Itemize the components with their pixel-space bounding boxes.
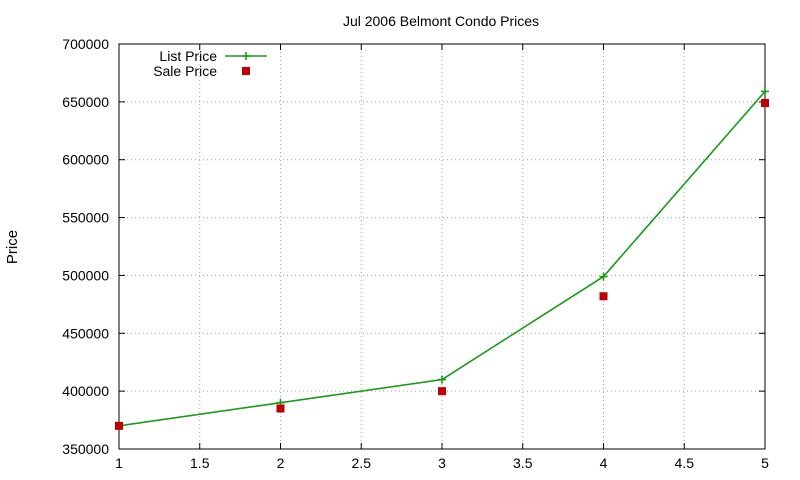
y-tick-label: 700000 <box>62 36 109 52</box>
y-tick-label: 550000 <box>62 210 109 226</box>
y-tick-label: 650000 <box>62 94 109 110</box>
legend-label: List Price <box>159 48 217 64</box>
chart-title: Jul 2006 Belmont Condo Prices <box>343 13 539 29</box>
x-tick-label: 4 <box>600 455 608 471</box>
y-tick-label: 500000 <box>62 267 109 283</box>
data-point <box>761 87 769 96</box>
x-tick-label: 1.5 <box>190 455 210 471</box>
x-tick-label: 5 <box>761 455 769 471</box>
x-tick-label: 2.5 <box>352 455 372 471</box>
series <box>115 87 769 430</box>
data-point <box>599 272 608 281</box>
y-tick-label: 350000 <box>62 441 109 457</box>
series-0 <box>115 87 769 430</box>
y-axis-label: Price <box>4 230 21 264</box>
data-point <box>761 99 769 108</box>
series-1 <box>115 99 769 430</box>
x-tick-label: 3 <box>438 455 446 471</box>
y-tick-label: 600000 <box>62 152 109 168</box>
data-point <box>599 292 608 301</box>
y-tick-label: 450000 <box>62 325 109 341</box>
x-tick-label: 3.5 <box>513 455 533 471</box>
axis-ticks: 1 1.5 2 2.5 3 3.5 4 4.5 5 350000 400000 450000 50000… <box>62 36 769 471</box>
data-point <box>438 375 446 384</box>
x-tick-label: 4.5 <box>675 455 695 471</box>
data-point <box>438 387 446 396</box>
data-point <box>276 404 285 413</box>
legend-marker <box>242 52 250 60</box>
legend-marker <box>242 67 250 75</box>
x-tick-label: 1 <box>115 455 123 471</box>
x-tick-label: 2 <box>277 455 285 471</box>
y-tick-label: 400000 <box>62 383 109 399</box>
legend-label: Sale Price <box>153 63 217 79</box>
data-point <box>115 421 123 430</box>
